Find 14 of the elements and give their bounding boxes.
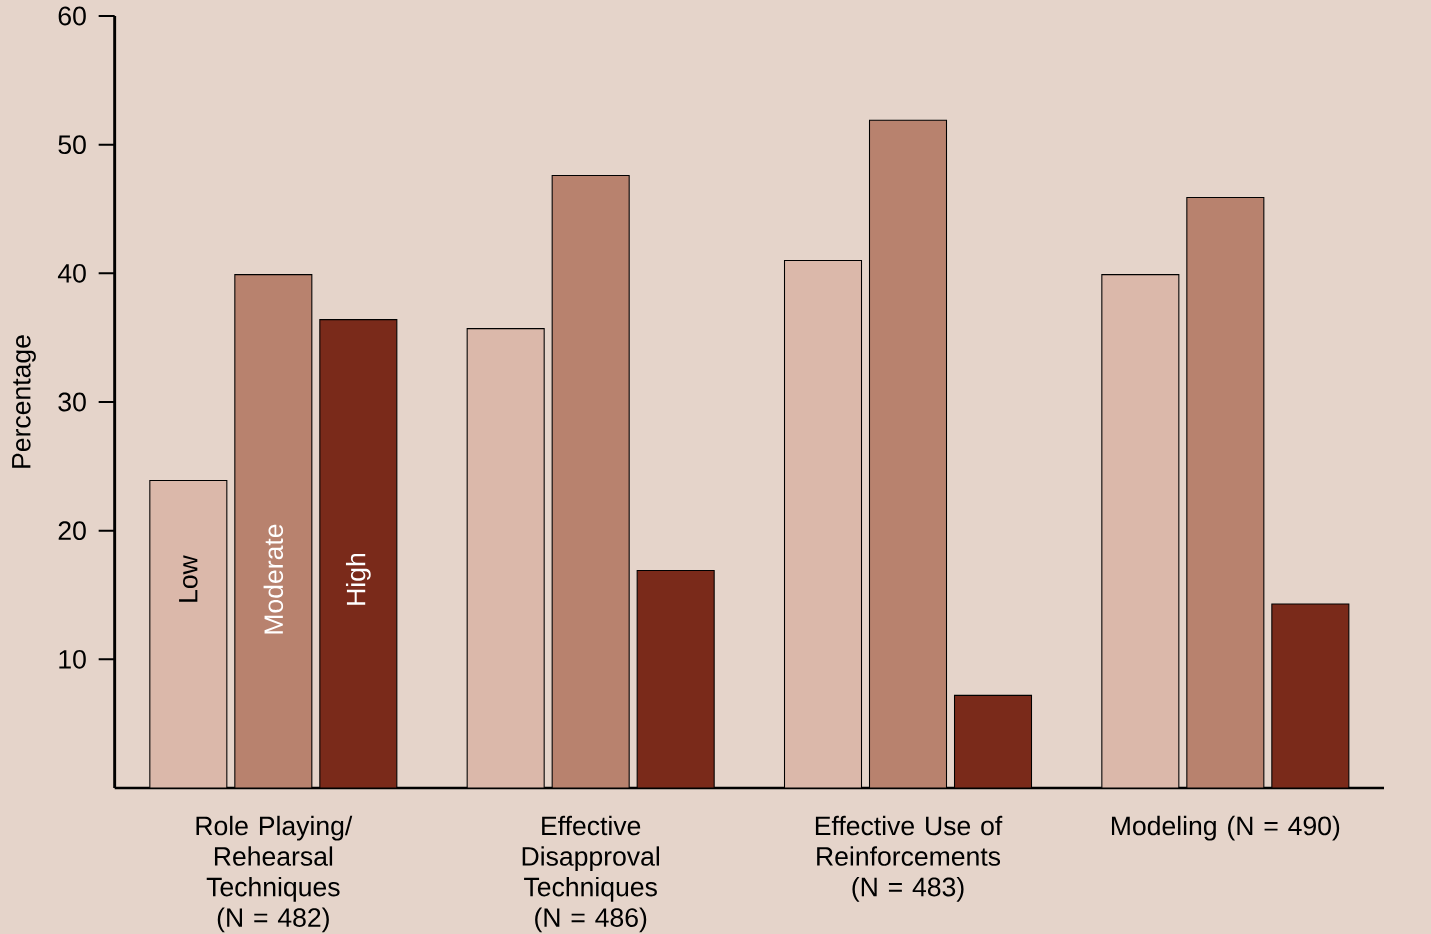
- x-tick-label: Effective Use of Reinforcements (N = 483): [815, 815, 1003, 902]
- y-tick-label: 50: [58, 135, 86, 155]
- y-tick-label: 60: [58, 6, 86, 26]
- y-tick-label: 40: [57, 263, 86, 283]
- x-tick-label: Role Playing/ Rehearsal Techniques (N = 482): [196, 815, 353, 933]
- series-label: Low: [179, 555, 198, 602]
- series-label: Moderate: [263, 524, 284, 634]
- x-tick-label: Effective Disapproval Techniques (N = 486): [522, 815, 659, 933]
- series-label: High: [345, 553, 371, 605]
- x-tick-label: Modeling (N = 490): [1111, 815, 1340, 841]
- y-tick-label: 30: [58, 392, 86, 412]
- y-tick-label: 10: [59, 649, 86, 669]
- y-axis-title: Percentage: [12, 335, 36, 468]
- y-tick-label: 20: [58, 521, 86, 541]
